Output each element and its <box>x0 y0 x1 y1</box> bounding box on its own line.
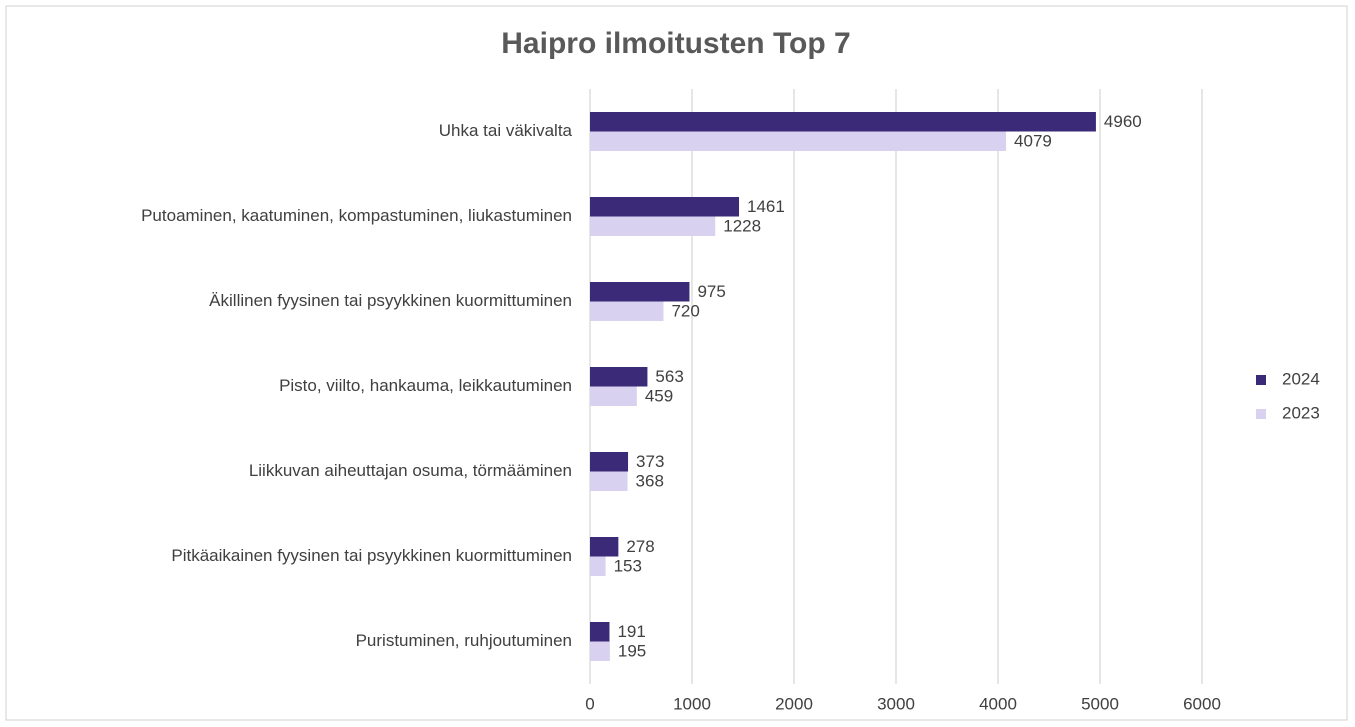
y-tick-label: Puristuminen, ruhjoutuminen <box>356 631 572 650</box>
x-tick-label: 4000 <box>979 694 1017 713</box>
data-label: 191 <box>617 622 645 641</box>
data-label: 4079 <box>1014 132 1052 151</box>
data-label: 563 <box>655 367 683 386</box>
bar <box>590 641 610 661</box>
bar <box>590 367 648 387</box>
data-label: 4960 <box>1104 112 1142 131</box>
bar <box>590 452 629 472</box>
bar <box>590 112 1096 132</box>
x-tick-label: 1000 <box>673 694 711 713</box>
bar <box>590 556 606 576</box>
y-tick-label: Liikkuvan aiheuttajan osuma, törmääminen <box>249 461 572 480</box>
data-label: 368 <box>636 472 664 491</box>
chart-title: Haipro ilmoitusten Top 7 <box>501 27 850 60</box>
bar <box>590 386 637 406</box>
bar <box>590 131 1007 151</box>
bar <box>590 301 664 321</box>
legend-swatch <box>1256 375 1266 385</box>
data-label: 1461 <box>747 197 785 216</box>
data-label: 975 <box>697 282 725 301</box>
y-tick-label: Pisto, viilto, hankauma, leikkautuminen <box>279 376 572 395</box>
x-tick-label: 2000 <box>775 694 813 713</box>
bar <box>590 622 610 642</box>
bar <box>590 471 628 491</box>
data-label: 153 <box>614 557 642 576</box>
legend-label: 2023 <box>1282 403 1320 422</box>
legend-label: 2024 <box>1282 369 1320 388</box>
data-label: 195 <box>618 642 646 661</box>
bar <box>590 197 740 217</box>
y-tick-label: Uhka tai väkivalta <box>439 121 573 140</box>
bar <box>590 282 690 302</box>
x-tick-label: 0 <box>585 694 594 713</box>
x-tick-label: 6000 <box>1183 694 1221 713</box>
y-tick-label: Putoaminen, kaatuminen, kompastuminen, l… <box>141 206 572 225</box>
data-label: 373 <box>636 452 664 471</box>
y-tick-label: Pitkäaikainen fyysinen tai psyykkinen ku… <box>171 546 572 565</box>
data-label: 278 <box>626 537 654 556</box>
data-label: 1228 <box>723 217 761 236</box>
data-label: 459 <box>645 387 673 406</box>
bar <box>590 537 619 557</box>
x-tick-label: 3000 <box>877 694 915 713</box>
y-tick-label: Äkillinen fyysinen tai psyykkinen kuormi… <box>209 291 572 310</box>
bar <box>590 216 716 236</box>
legend-swatch <box>1256 409 1266 419</box>
x-tick-label: 5000 <box>1081 694 1119 713</box>
data-label: 720 <box>671 302 699 321</box>
